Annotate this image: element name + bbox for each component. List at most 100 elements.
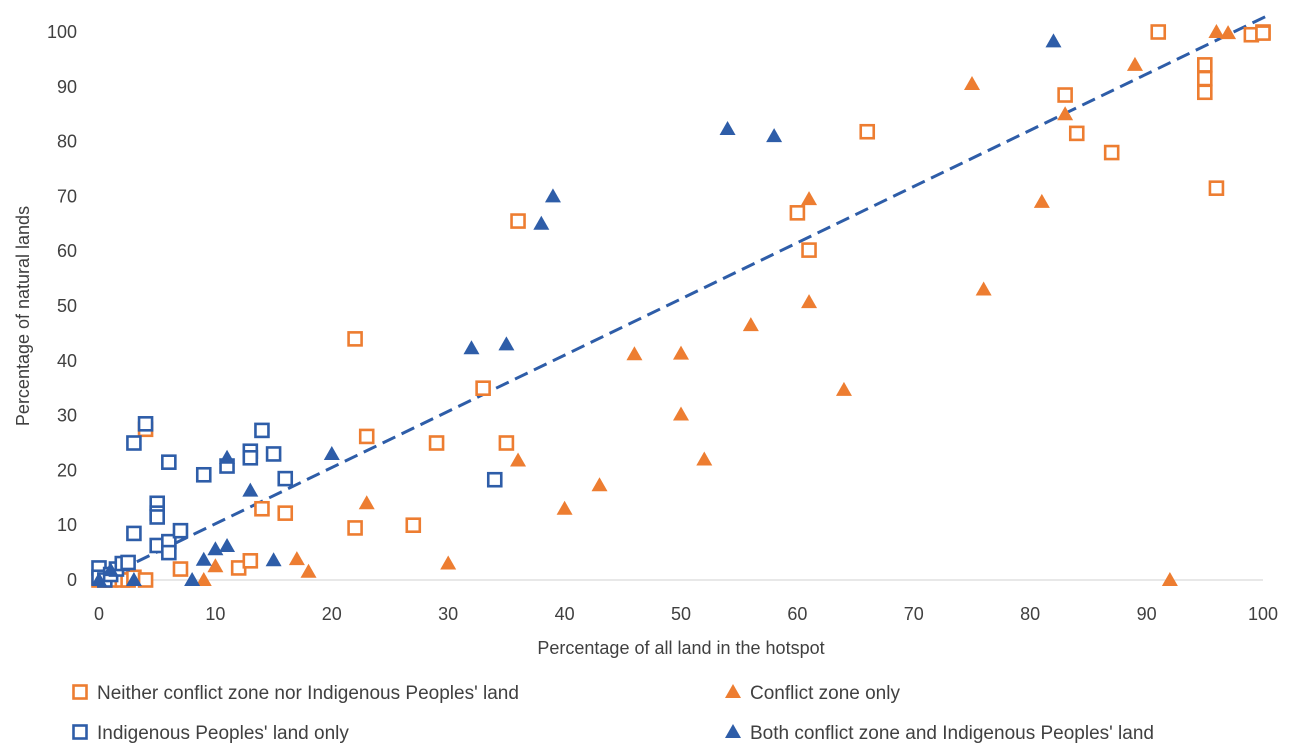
y-tick-label: 10 xyxy=(57,515,77,535)
legend-marker xyxy=(725,724,741,738)
y-tick-label: 20 xyxy=(57,460,77,480)
data-points xyxy=(91,24,1271,588)
trendline xyxy=(98,14,1269,582)
legend-item: Both conflict zone and Indigenous People… xyxy=(725,723,1154,744)
data-point xyxy=(801,242,817,258)
data-point xyxy=(498,435,515,451)
x-tick-label: 60 xyxy=(787,604,807,624)
legend-label: Neither conflict zone nor Indigenous Peo… xyxy=(97,683,519,704)
series-2 xyxy=(91,416,503,588)
data-point xyxy=(254,500,270,517)
y-tick-label: 100 xyxy=(47,22,77,42)
data-point xyxy=(696,451,713,466)
data-point xyxy=(323,445,340,460)
data-point xyxy=(626,346,643,361)
data-point xyxy=(207,541,224,556)
legend-item: Conflict zone only xyxy=(725,683,900,704)
x-tick-label: 10 xyxy=(205,604,225,624)
data-point xyxy=(835,381,852,396)
data-point xyxy=(207,558,224,573)
y-axis-title: Percentage of natural lands xyxy=(13,206,33,426)
data-point xyxy=(673,406,689,421)
y-tick-label: 50 xyxy=(57,296,77,316)
data-point xyxy=(137,572,154,588)
data-point xyxy=(475,380,491,397)
data-point xyxy=(591,477,608,492)
legend-label: Both conflict zone and Indigenous People… xyxy=(750,723,1154,744)
series-1 xyxy=(195,24,1237,586)
data-point xyxy=(242,482,259,497)
data-point xyxy=(219,538,236,553)
data-point xyxy=(789,205,806,221)
data-point xyxy=(347,331,363,347)
x-tick-label: 0 xyxy=(94,604,104,624)
data-point xyxy=(254,422,270,439)
x-tick-label: 20 xyxy=(322,604,342,624)
data-point xyxy=(556,500,573,515)
x-tick-label: 80 xyxy=(1020,604,1040,624)
data-point xyxy=(149,509,165,525)
data-point xyxy=(184,572,201,586)
data-point xyxy=(1033,193,1050,208)
data-point xyxy=(405,517,422,534)
data-point xyxy=(1057,106,1074,121)
data-point xyxy=(1197,70,1213,87)
data-point xyxy=(544,188,561,203)
data-point xyxy=(498,336,515,351)
series-0 xyxy=(91,24,1271,588)
data-point xyxy=(358,495,375,510)
legend-marker xyxy=(72,724,88,740)
legend-label: Indigenous Peoples' land only xyxy=(97,723,349,744)
data-point xyxy=(975,281,992,296)
y-tick-label: 70 xyxy=(57,186,77,206)
legend-label: Conflict zone only xyxy=(750,683,900,704)
data-point xyxy=(288,551,305,566)
data-point xyxy=(1161,572,1178,586)
data-point xyxy=(510,213,526,229)
data-point xyxy=(486,471,503,488)
data-point xyxy=(265,552,282,567)
y-tick-label: 40 xyxy=(57,351,77,371)
data-point xyxy=(195,572,212,586)
data-point xyxy=(1208,24,1225,38)
data-point xyxy=(219,449,236,464)
data-point xyxy=(801,191,818,206)
data-point xyxy=(195,551,212,566)
x-tick-labels: 0 10 20 30 40 50 60 70 80 90 100 xyxy=(94,604,1278,624)
y-tick-label: 60 xyxy=(57,241,77,261)
data-point xyxy=(161,454,177,470)
data-point xyxy=(1045,33,1062,48)
data-point xyxy=(172,522,189,539)
data-point xyxy=(510,452,527,467)
data-point xyxy=(126,525,142,542)
legend-marker xyxy=(72,684,88,700)
data-point xyxy=(102,562,119,577)
data-point xyxy=(120,554,136,571)
x-tick-label: 30 xyxy=(438,604,458,624)
data-point xyxy=(1197,57,1213,73)
legend-marker xyxy=(725,684,741,698)
x-tick-label: 40 xyxy=(555,604,575,624)
data-point xyxy=(195,466,212,483)
data-point xyxy=(766,128,783,143)
data-point xyxy=(1220,25,1237,40)
data-point xyxy=(242,449,259,466)
data-point xyxy=(440,555,457,570)
data-point xyxy=(91,572,107,586)
data-point xyxy=(801,294,818,309)
x-tick-label: 100 xyxy=(1248,604,1278,624)
data-point xyxy=(277,505,294,521)
data-point xyxy=(265,446,282,462)
data-point xyxy=(347,520,363,536)
data-point xyxy=(242,553,259,569)
x-axis-title: Percentage of all land in the hotspot xyxy=(537,638,824,658)
data-point xyxy=(428,435,445,451)
x-tick-label: 50 xyxy=(671,604,691,624)
data-point xyxy=(964,76,980,91)
data-point xyxy=(1208,180,1225,196)
data-point xyxy=(1150,24,1167,40)
x-tick-label: 90 xyxy=(1137,604,1157,624)
data-point xyxy=(1255,25,1271,41)
data-point xyxy=(1057,87,1073,103)
